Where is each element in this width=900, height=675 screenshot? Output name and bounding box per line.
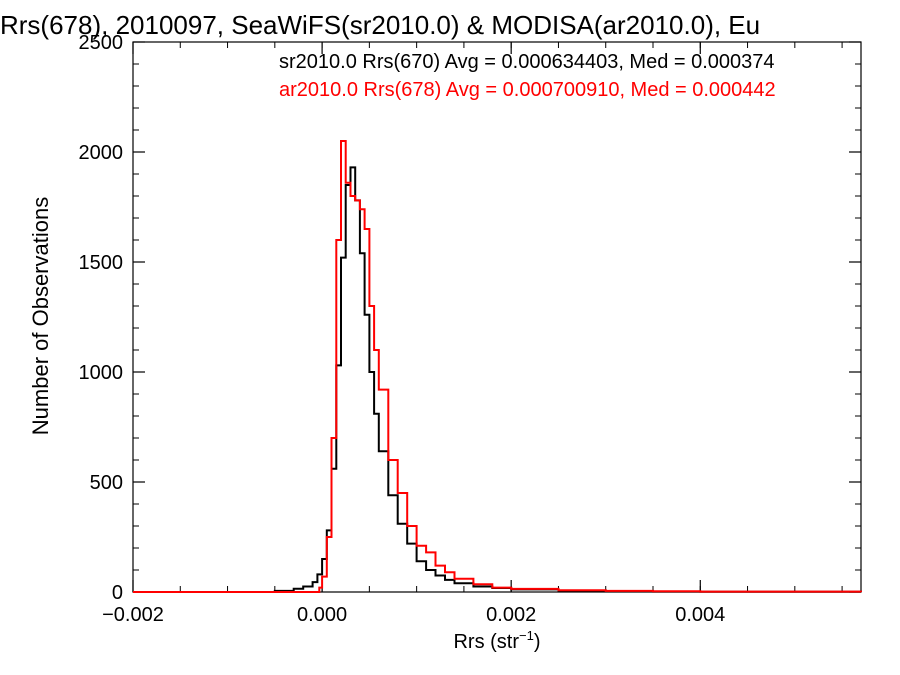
x-tick-label: 0.002 <box>486 604 536 626</box>
y-tick-label: 2000 <box>79 142 124 164</box>
y-tick-label: 0 <box>112 582 123 604</box>
x-axis: −0.002 0.000 0.002 0.004 <box>102 42 843 626</box>
x-axis-label-close: ) <box>534 631 541 653</box>
x-axis-label-superscript: −1 <box>519 628 534 643</box>
legend-entry-sr2010: sr2010.0 Rrs(670) Avg = 0.000634403, Med… <box>279 51 775 73</box>
x-tick-label: 0.000 <box>297 604 347 626</box>
y-tick-label: 500 <box>90 472 123 494</box>
y-axis-label: Number of Observations <box>28 197 53 435</box>
plot-frame <box>132 41 862 593</box>
y-axis: 0 500 1000 1500 2000 2500 <box>79 32 861 604</box>
y-tick-label: 1500 <box>79 252 124 274</box>
y-tick-label: 2500 <box>79 32 124 54</box>
series-line-1 <box>133 140 862 593</box>
x-axis-label-main: Rrs (str <box>453 631 519 653</box>
chart-title: Rrs(678), 2010097, SeaWiFS(sr2010.0) & M… <box>0 10 760 40</box>
x-axis-label: Rrs (str−1) <box>453 628 540 653</box>
x-tick-label: 0.004 <box>675 604 725 626</box>
x-tick-label: −0.002 <box>102 604 164 626</box>
series-group <box>133 140 862 593</box>
series-line-0 <box>133 166 862 593</box>
y-tick-label: 1000 <box>79 362 124 384</box>
legend-entry-ar2010: ar2010.0 Rrs(678) Avg = 0.000700910, Med… <box>279 79 776 101</box>
